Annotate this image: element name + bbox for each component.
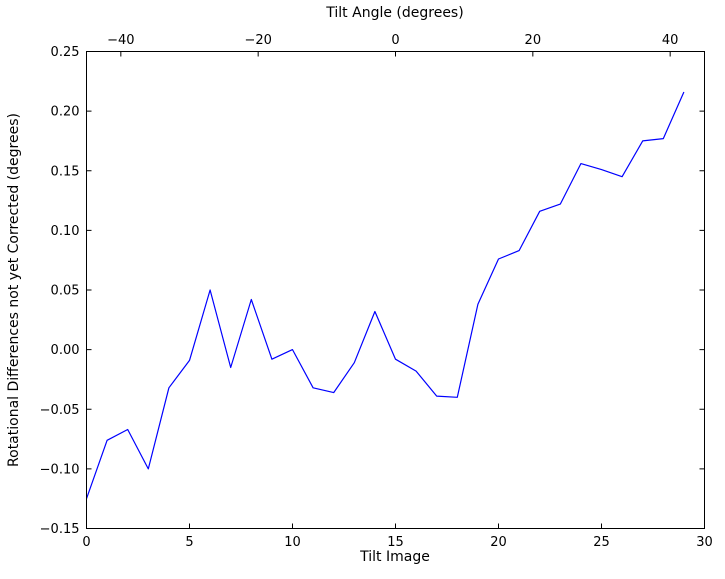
plot-border	[86, 51, 705, 529]
x-tick-label: 5	[185, 535, 193, 550]
y-tick-label: −0.15	[40, 522, 80, 537]
y-tick-label: −0.05	[40, 403, 80, 418]
data-line	[85, 91, 685, 499]
x-tick-label: 15	[387, 535, 404, 550]
y-tick-label: 0.20	[51, 105, 80, 120]
top-x-tick-label: −40	[107, 33, 134, 48]
x-tick-label: 25	[593, 535, 610, 550]
x-tick-label: 0	[82, 535, 90, 550]
y-tick-label: −0.10	[40, 462, 80, 477]
x-axis-title: Tilt Image	[359, 549, 430, 565]
y-tick-label: 0.25	[51, 45, 80, 60]
y-tick-label: 0.10	[51, 224, 80, 239]
top-x-tick-label: 40	[662, 33, 679, 48]
y-tick-label: 0.00	[51, 343, 80, 358]
x-tick-label: 10	[284, 535, 301, 550]
x-tick-label: 30	[696, 535, 713, 550]
top-x-tick-label: −20	[244, 33, 271, 48]
y-tick-label: 0.05	[51, 284, 80, 299]
top-x-tick-label: 20	[525, 33, 542, 48]
y-axis-title: Rotational Differences not yet Corrected…	[6, 113, 22, 467]
y-tick-label: 0.15	[51, 164, 80, 179]
top-x-tick-label: 0	[391, 33, 399, 48]
top-axis-title: Tilt Angle (degrees)	[325, 5, 463, 21]
x-tick-label: 20	[490, 535, 507, 550]
